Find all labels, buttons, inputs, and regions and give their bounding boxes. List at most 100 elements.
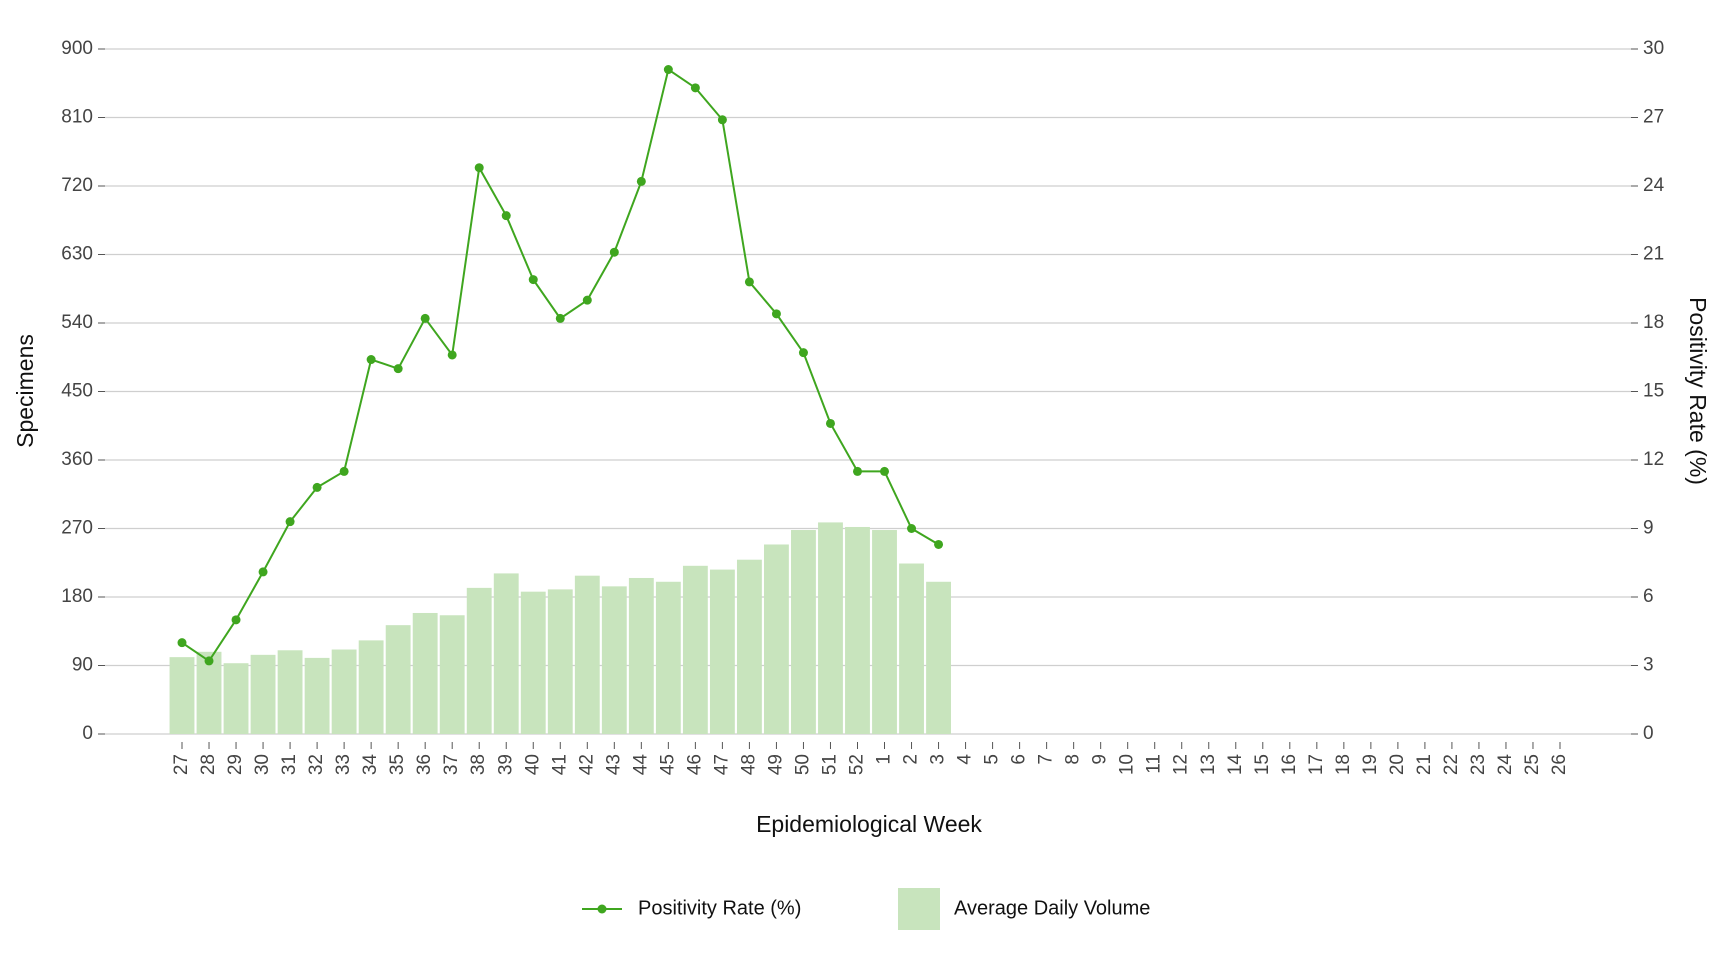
x-tick-label: 25 — [1522, 754, 1543, 775]
point — [393, 364, 403, 374]
y2-tick-label: 9 — [1643, 518, 1654, 539]
x-tick-label: 26 — [1549, 754, 1570, 775]
legend-label: Average Daily Volume — [954, 897, 1150, 919]
x-tick-label: 16 — [1279, 754, 1300, 775]
point — [880, 466, 890, 476]
y-tick-label: 450 — [61, 381, 93, 402]
point — [501, 211, 511, 221]
bar — [709, 569, 735, 734]
bar — [899, 563, 924, 734]
x-tick-label: 15 — [1252, 754, 1273, 775]
point — [934, 539, 944, 549]
bar — [466, 587, 492, 734]
bar — [358, 640, 384, 734]
bar — [196, 651, 222, 734]
point — [852, 466, 862, 476]
x-tick-label: 33 — [333, 754, 354, 775]
x-tick-label: 44 — [630, 754, 651, 776]
y-axis-title: Specimens — [12, 334, 38, 448]
x-tick-label: 24 — [1495, 754, 1516, 776]
point — [690, 83, 700, 93]
bar — [520, 591, 546, 734]
x-tick-label: 50 — [792, 754, 813, 775]
x-tick-label: 29 — [225, 754, 246, 775]
point — [636, 176, 646, 186]
point — [744, 277, 754, 287]
bar — [926, 581, 951, 734]
x-tick-label: 41 — [549, 754, 570, 775]
x-tick-label: 19 — [1360, 754, 1381, 775]
x-tick-label: 34 — [360, 754, 381, 776]
y2-tick-label: 21 — [1643, 244, 1664, 265]
point — [474, 163, 484, 173]
point — [231, 615, 241, 625]
bar — [304, 657, 330, 734]
bar — [791, 530, 816, 734]
x-tick-label: 27 — [171, 754, 192, 775]
x-tick-label: 11 — [1144, 754, 1165, 774]
x-tick-label: 35 — [387, 754, 408, 775]
point — [555, 313, 565, 323]
point — [285, 517, 295, 527]
x-tick-label: 51 — [819, 754, 840, 775]
y-tick-label: 270 — [61, 518, 93, 539]
bar — [655, 581, 681, 734]
point — [204, 656, 214, 666]
bar — [385, 625, 411, 734]
x-tick-label: 8 — [1063, 754, 1084, 765]
x-tick-label: 47 — [711, 754, 732, 775]
y2-tick-label: 6 — [1643, 586, 1654, 607]
x-tick-label: 43 — [603, 754, 624, 775]
y-tick-label: 0 — [82, 723, 93, 744]
point — [420, 313, 430, 323]
bar — [223, 663, 249, 734]
bar — [547, 589, 573, 734]
x-tick-label: 22 — [1441, 754, 1462, 775]
point — [907, 524, 917, 533]
point — [177, 638, 187, 648]
y-tick-label: 90 — [72, 655, 93, 676]
x-tick-label: 30 — [252, 754, 273, 775]
y2-tick-label: 27 — [1643, 107, 1664, 128]
bar — [764, 544, 789, 734]
y2-axis-title: Positivity Rate (%) — [1685, 297, 1711, 485]
point — [312, 482, 322, 492]
bar — [493, 573, 519, 734]
point — [366, 355, 376, 365]
x-tick-label: 49 — [765, 754, 786, 775]
point — [663, 65, 673, 75]
y2-tick-label: 15 — [1643, 381, 1664, 402]
x-tick-label: 10 — [1117, 754, 1138, 775]
x-tick-label: 32 — [306, 754, 327, 775]
point — [582, 295, 592, 305]
x-tick-label: 45 — [657, 754, 678, 775]
x-tick-label: 37 — [441, 754, 462, 775]
bar — [872, 530, 897, 734]
x-tick-label: 2 — [901, 754, 922, 765]
x-tick-label: 7 — [1036, 754, 1057, 765]
bar — [845, 526, 870, 734]
point — [609, 247, 619, 257]
x-tick-label: 21 — [1414, 754, 1435, 775]
y2-tick-label: 0 — [1643, 723, 1654, 744]
x-tick-label: 9 — [1090, 754, 1111, 765]
point — [258, 567, 268, 577]
x-tick-label: 1 — [874, 754, 895, 765]
x-tick-label: 6 — [1009, 754, 1030, 765]
x-tick-label: 31 — [279, 754, 300, 775]
y-tick-label: 900 — [61, 38, 93, 59]
y2-tick-label: 12 — [1643, 449, 1664, 470]
bar — [818, 522, 843, 734]
legend-swatch — [597, 904, 607, 914]
point — [339, 466, 349, 476]
x-tick-label: 38 — [468, 754, 489, 775]
y2-tick-label: 3 — [1643, 655, 1654, 676]
y-tick-label: 180 — [61, 586, 93, 607]
point — [825, 418, 835, 428]
x-tick-label: 13 — [1198, 754, 1219, 775]
point — [798, 348, 808, 358]
y-tick-label: 810 — [61, 107, 93, 128]
x-tick-label: 18 — [1333, 754, 1354, 775]
bar — [736, 559, 762, 734]
